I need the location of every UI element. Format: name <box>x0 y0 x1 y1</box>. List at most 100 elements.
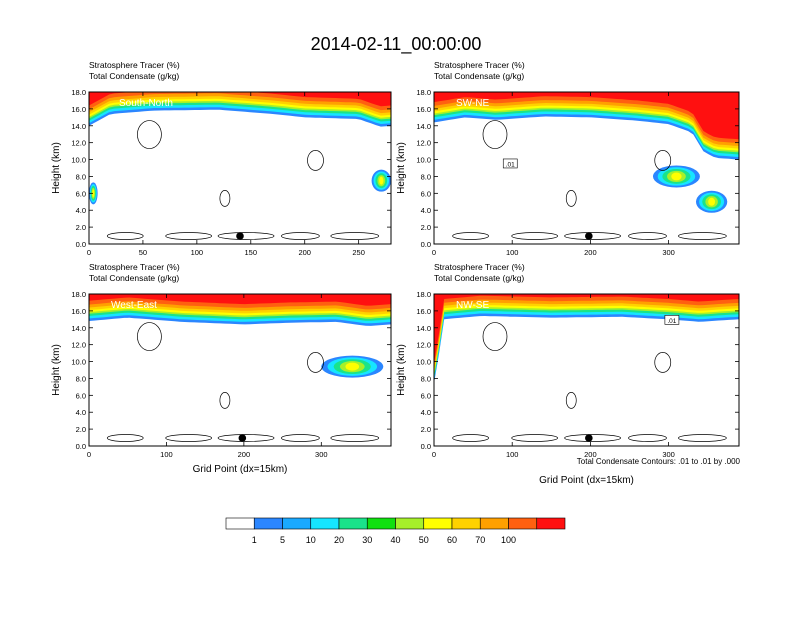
y-axis-label: Height (km) <box>51 142 62 194</box>
colorbar-swatch-11 <box>508 517 538 530</box>
contour-label-box <box>664 315 680 325</box>
panel-subtitle: West-East <box>111 300 157 311</box>
x-tick-label: 200 <box>298 248 311 257</box>
condensate-contours <box>452 120 727 240</box>
panel-label-condensate: Total Condensate (g/kg) <box>89 71 179 81</box>
y-tick-label: 12.0 <box>416 139 431 148</box>
x-tick-label: 100 <box>506 450 519 459</box>
condensate-contour-3 <box>565 190 577 207</box>
condensate-contours <box>452 322 727 442</box>
y-tick-label: 18.0 <box>71 88 86 97</box>
condensate-contours <box>106 322 380 442</box>
y-tick-label: 2.0 <box>421 425 431 434</box>
panel-subtitle: SW-NE <box>456 98 489 109</box>
condensate-contour-low-4 <box>628 232 667 240</box>
colorbar-label: 5 <box>280 535 285 545</box>
condensate-contour-low-2 <box>511 232 559 240</box>
y-tick-label: 16.0 <box>71 307 86 316</box>
condensate-contour-low-5 <box>330 434 380 442</box>
condensate-contour-low-4 <box>281 232 320 240</box>
colorbar-swatch-8 <box>423 517 453 530</box>
y-tick-label: 12.0 <box>71 139 86 148</box>
contour-note: Total Condensate Contours: .01 to .01 by… <box>577 457 741 466</box>
condensate-contour-3 <box>565 392 577 409</box>
tracer-field <box>89 92 391 244</box>
tracer-band-9 <box>89 92 391 107</box>
colorbar-label: 10 <box>306 535 316 545</box>
y-tick-label: 12.0 <box>71 341 86 350</box>
tracer-band-9 <box>89 294 391 306</box>
x-tick-label: 100 <box>191 248 204 257</box>
panel-subtitle: South-North <box>119 98 173 109</box>
x-axis-label: Grid Point (dx=15km) <box>539 475 634 486</box>
colorbar-swatch-7 <box>395 517 425 530</box>
tracer-band-9 <box>434 92 739 140</box>
x-tick-label: 100 <box>506 248 519 257</box>
y-tick-label: 14.0 <box>71 122 86 131</box>
tracer-band-9 <box>434 294 739 364</box>
tracer-band-8 <box>434 92 739 144</box>
plot-frame <box>88 91 392 245</box>
tracer-band-8 <box>434 294 739 367</box>
y-tick-label: 10.0 <box>416 358 431 367</box>
condensate-contour-low-1 <box>452 434 489 442</box>
tracer-intrusion-1-5 <box>671 172 682 181</box>
colorbar-label: 100 <box>501 535 516 545</box>
tracer-intrusion-2-5 <box>379 176 384 185</box>
panel-label-tracer: Stratosphere Tracer (%) <box>434 60 525 70</box>
condensate-contours <box>106 120 380 240</box>
location-marker <box>585 232 593 240</box>
condensate-contour-2 <box>307 150 324 171</box>
x-tick-label: 0 <box>87 248 91 257</box>
condensate-contour-low-3 <box>217 434 275 442</box>
x-tick-label: 300 <box>662 248 675 257</box>
x-tick-label: 300 <box>315 450 328 459</box>
panel-1: Stratosphere Tracer (%)Total Condensate … <box>51 60 392 257</box>
x-tick-label: 300 <box>662 450 675 459</box>
y-axis-label: Height (km) <box>396 344 407 396</box>
y-tick-label: 16.0 <box>416 307 431 316</box>
tracer-field <box>89 294 391 446</box>
y-tick-label: 0.0 <box>421 240 431 249</box>
x-tick-label: 200 <box>584 248 597 257</box>
condensate-contour-1 <box>137 322 162 351</box>
tracer-band-2 <box>434 294 739 381</box>
panel-label-condensate: Total Condensate (g/kg) <box>89 273 179 283</box>
condensate-contour-low-4 <box>281 434 320 442</box>
x-tick-label: 250 <box>352 248 365 257</box>
figure-title: 2014-02-11_00:00:00 <box>311 34 482 55</box>
y-tick-label: 2.0 <box>76 223 86 232</box>
condensate-contour-low-5 <box>678 232 727 240</box>
tracer-field <box>434 294 739 446</box>
location-marker <box>236 232 244 240</box>
condensate-contour-low-3 <box>217 232 275 240</box>
colorbar-swatch-1 <box>225 517 255 530</box>
y-tick-label: 8.0 <box>421 374 431 383</box>
condensate-contour-1 <box>482 322 508 351</box>
y-tick-label: 0.0 <box>421 442 431 451</box>
x-tick-label: 200 <box>584 450 597 459</box>
y-tick-label: 4.0 <box>421 408 431 417</box>
y-tick-label: 12.0 <box>416 341 431 350</box>
condensate-contour-3 <box>219 190 231 207</box>
y-tick-label: 10.0 <box>71 358 86 367</box>
y-tick-label: 14.0 <box>416 324 431 333</box>
condensate-contour-2 <box>654 150 672 171</box>
x-tick-label: 0 <box>87 450 91 459</box>
x-tick-label: 50 <box>139 248 147 257</box>
y-tick-label: 14.0 <box>416 122 431 131</box>
colorbar-label: 20 <box>334 535 344 545</box>
colorbar-swatch-12 <box>536 517 566 530</box>
x-tick-label: 150 <box>245 248 258 257</box>
tracer-intrusion-1-5 <box>92 189 95 198</box>
y-tick-label: 2.0 <box>76 425 86 434</box>
condensate-contour-low-5 <box>330 232 380 240</box>
colorbar-label: 50 <box>419 535 429 545</box>
condensate-contour-low-3 <box>564 232 621 240</box>
y-tick-label: 4.0 <box>76 408 86 417</box>
colorbar-swatch-4 <box>310 517 340 530</box>
condensate-contour-low-2 <box>511 434 559 442</box>
x-tick-label: 200 <box>238 450 251 459</box>
condensate-contour-low-1 <box>106 232 144 240</box>
y-axis-label: Height (km) <box>396 142 407 194</box>
